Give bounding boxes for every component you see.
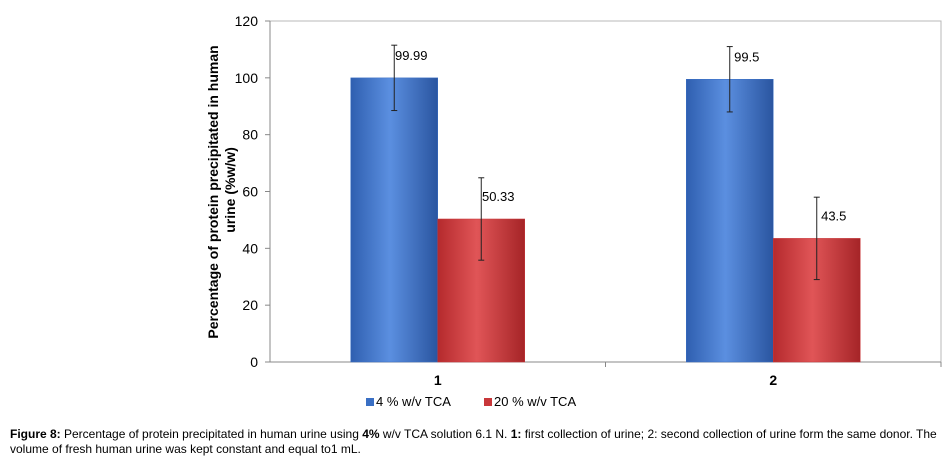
y-tick-label: 120 <box>235 13 259 29</box>
y-tick-label: 60 <box>242 184 258 200</box>
bar-tca-4-cat-1 <box>350 77 438 363</box>
y-axis-title-line1: Percentage of protein precipitated in hu… <box>205 45 221 338</box>
figure-caption: Figure 8: Percentage of protein precipit… <box>10 427 945 457</box>
y-axis-title-line2: urine (%w/w) <box>222 147 238 233</box>
x-category-label: 1 <box>434 372 442 388</box>
y-tick-label: 100 <box>235 70 259 86</box>
x-category-label: 2 <box>769 372 777 388</box>
y-tick-label: 0 <box>250 354 258 370</box>
legend-swatch <box>484 398 492 406</box>
legend-label: 4 % w/v TCA <box>376 394 451 409</box>
caption-text-b: w/v TCA solution 6.1 N. <box>379 427 511 441</box>
caption-bold-a: 4% <box>362 427 380 441</box>
data-label: 43.5 <box>821 208 846 223</box>
bar-tca-4-cat-2 <box>686 79 774 363</box>
y-tick-label: 40 <box>242 240 258 256</box>
caption-bold-b: 1: <box>510 427 522 441</box>
caption-text-a: Percentage of protein precipitated in hu… <box>60 427 363 441</box>
caption-lead: Figure 8: <box>10 427 61 441</box>
caption-text-c: first collection of urine; 2: second col… <box>10 427 937 456</box>
y-tick-label: 80 <box>242 127 258 143</box>
data-label: 50.33 <box>482 189 515 204</box>
chart: 0 20 40 60 80 100 120 1 99.99 50.33 2 99.5 43.5 4 %… <box>205 13 942 409</box>
legend-label: 20 % w/v TCA <box>494 394 576 409</box>
legend-swatch <box>366 398 374 406</box>
y-axis-title: Percentage of protein precipitated in hu… <box>205 41 238 338</box>
y-tick-label: 20 <box>242 297 258 313</box>
data-label: 99.5 <box>734 49 759 64</box>
data-label: 99.99 <box>395 48 428 63</box>
